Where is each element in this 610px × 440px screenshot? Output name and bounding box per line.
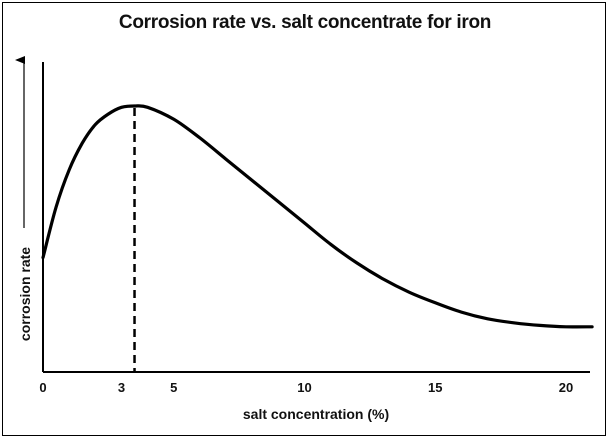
x-axis-label: salt concentration (%) — [243, 406, 389, 422]
x-tick-label: 10 — [297, 380, 311, 395]
x-tick-labels: 0 3 5 10 15 20 — [39, 380, 573, 395]
x-tick-label: 0 — [39, 380, 46, 395]
x-tick-label: 20 — [559, 380, 573, 395]
series-line — [41, 104, 594, 329]
x-tick-label: 3 — [118, 380, 125, 395]
chart-frame — [2, 2, 606, 436]
y-axis-label: corrosion rate — [17, 247, 33, 341]
x-tick-label: 5 — [170, 380, 177, 395]
chart-title: Corrosion rate vs. salt concentrate for … — [118, 12, 492, 33]
x-tick-label: 15 — [428, 380, 442, 395]
